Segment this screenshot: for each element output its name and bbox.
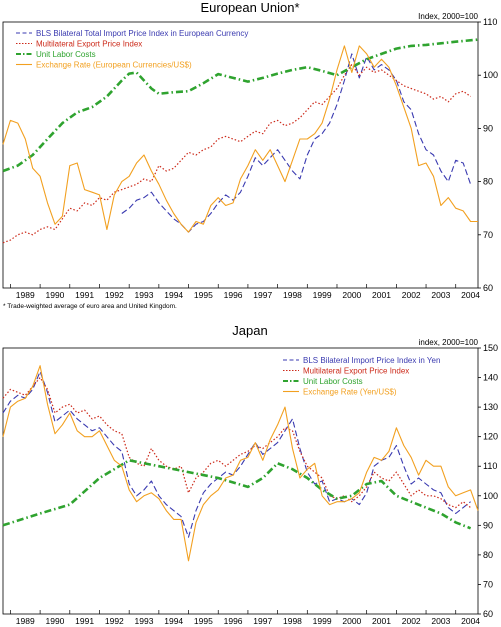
y-tick-label: 140 xyxy=(483,373,498,383)
x-tick-label: 1992 xyxy=(105,616,124,626)
x-tick-label: 2001 xyxy=(372,290,391,300)
series-line xyxy=(2,45,478,233)
x-tick-label: 1991 xyxy=(75,290,94,300)
y-tick-label: 60 xyxy=(483,609,493,619)
x-tick-label: 1990 xyxy=(45,290,64,300)
x-tick-label: 1993 xyxy=(135,290,154,300)
x-tick-label: 2000 xyxy=(342,290,361,300)
chart-european-union: European Union* Index, 2000=100 * Trade-… xyxy=(2,0,498,310)
x-tick-label: 2003 xyxy=(431,616,450,626)
legend-label: Unit Labor Costs xyxy=(36,50,96,59)
series-line xyxy=(2,371,471,538)
chart-japan: Japan index, 2000=100 60 70 80 90 100 110 120 1… xyxy=(2,323,498,626)
plot-frame xyxy=(2,347,479,615)
y-tick-label: 110 xyxy=(483,17,497,27)
x-tick-label: 1989 xyxy=(16,290,35,300)
x-tick-label: 1995 xyxy=(194,290,213,300)
x-tick-label: 2003 xyxy=(431,290,450,300)
footnote: * Trade-weighted average of euro area an… xyxy=(3,303,177,310)
x-tick-label: 2004 xyxy=(461,290,480,300)
legend-label: BLS Bilateral Total Import Price Index i… xyxy=(36,29,248,38)
x-tick-label: 1994 xyxy=(164,290,183,300)
x-tick-label: 2001 xyxy=(372,616,391,626)
y-axis-label: index, 2000=100 xyxy=(419,338,479,347)
chart-title: European Union* xyxy=(200,0,299,15)
x-tick-label: 1998 xyxy=(283,290,302,300)
legend-label: BLS Bilateral Import Price Index in Yen xyxy=(303,356,440,365)
y-tick-label: 80 xyxy=(483,550,493,560)
x-tick-label: 1996 xyxy=(224,616,243,626)
x-tick-label: 1997 xyxy=(253,290,272,300)
series-line xyxy=(121,53,472,233)
x-tick-label: 1994 xyxy=(164,616,183,626)
legend-label: Exchange Rate (Yen/US$) xyxy=(303,388,397,397)
y-tick-label: 130 xyxy=(483,402,498,412)
x-tick-label: 1996 xyxy=(224,290,243,300)
x-tick-label: 2002 xyxy=(402,290,421,300)
y-tick-label: 100 xyxy=(483,491,498,501)
chart-title: Japan xyxy=(232,323,267,338)
plot-frame xyxy=(2,21,479,289)
y-tick-label: 70 xyxy=(483,579,493,589)
y-tick-label: 70 xyxy=(483,230,493,240)
x-tick-label: 1998 xyxy=(283,616,302,626)
y-axis-label: Index, 2000=100 xyxy=(418,12,478,21)
y-tick-label: 100 xyxy=(483,70,498,80)
y-tick-label: 110 xyxy=(483,461,497,471)
y-tick-label: 90 xyxy=(483,123,493,133)
legend-label: Exchange Rate (European Currencies/US$) xyxy=(36,61,192,70)
x-tick-label: 1995 xyxy=(194,616,213,626)
series-line xyxy=(2,365,479,562)
y-tick-label: 60 xyxy=(483,283,493,293)
series-line xyxy=(2,377,471,509)
x-tick-label: 1999 xyxy=(313,616,332,626)
x-tick-label: 2002 xyxy=(402,616,421,626)
y-tick-label: 150 xyxy=(483,343,498,353)
legend-label: Multilateral Export Price Index xyxy=(36,40,142,49)
x-tick-label: 1992 xyxy=(105,290,124,300)
x-tick-label: 1993 xyxy=(135,616,154,626)
x-tick-label: 1999 xyxy=(313,290,332,300)
x-tick-label: 2000 xyxy=(342,616,361,626)
y-tick-label: 120 xyxy=(483,432,498,442)
legend-label: Unit Labor Costs xyxy=(303,377,363,386)
x-tick-label: 1997 xyxy=(253,616,272,626)
x-tick-label: 1990 xyxy=(45,616,64,626)
series-line xyxy=(2,38,479,173)
x-tick-label: 2004 xyxy=(461,616,480,626)
x-tick-label: 1989 xyxy=(16,616,35,626)
legend-label: Multilateral Export Price Index xyxy=(303,367,409,376)
y-tick-label: 90 xyxy=(483,520,493,530)
x-tick-label: 1991 xyxy=(75,616,94,626)
y-tick-label: 80 xyxy=(483,177,493,187)
